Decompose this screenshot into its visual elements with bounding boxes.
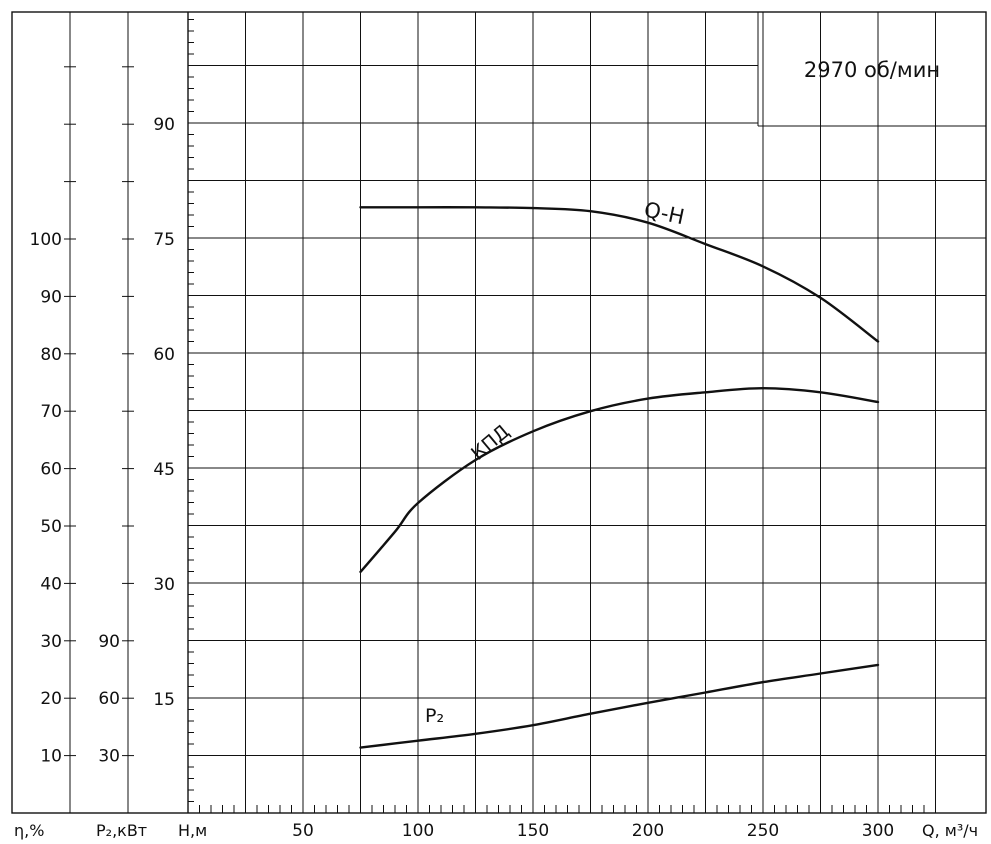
- h-tick-label: 90: [153, 115, 175, 135]
- eta-tick-label: 10: [40, 747, 62, 767]
- eta-tick-label: 70: [40, 402, 62, 422]
- h-tick-label: 45: [153, 460, 175, 480]
- eta-tick-label: 30: [40, 632, 62, 652]
- p-tick-label: 60: [98, 689, 120, 709]
- scale-ticks: [64, 66, 134, 757]
- eta-tick-label: 80: [40, 345, 62, 365]
- eta-tick-label: 20: [40, 689, 62, 709]
- x-tick-label: 300: [862, 821, 894, 841]
- p-tick-label: 30: [98, 747, 120, 767]
- x-tick-label: 50: [292, 821, 314, 841]
- minor-ticks: [188, 19, 925, 813]
- eta-tick-label: 60: [40, 460, 62, 480]
- chart-frame: [69, 12, 986, 813]
- eta-unit-label: η,%: [14, 821, 44, 840]
- eta-tick-label: 50: [40, 517, 62, 537]
- labels: 2970 об/мин η,% P₂,кВт H,м Q, м³/ч Q-H К…: [14, 58, 978, 840]
- eta-tick-label: 90: [40, 287, 62, 307]
- x-tick-label: 150: [517, 821, 549, 841]
- h-tick-label: 15: [153, 690, 175, 710]
- x-tick-label: 200: [632, 821, 664, 841]
- series-kpd-curve: [359, 386, 880, 574]
- h-tick-label: 60: [153, 345, 175, 365]
- series-label-kpd: КПД: [467, 421, 514, 465]
- p-unit-label: P₂,кВт: [96, 821, 147, 840]
- x-tick-label: 100: [402, 821, 434, 841]
- speed-label: 2970 об/мин: [804, 58, 940, 82]
- eta-tick-label: 40: [40, 574, 62, 594]
- h-tick-label: 75: [153, 230, 175, 250]
- eta-tick-label: 100: [30, 230, 62, 250]
- h-unit-label: H,м: [178, 821, 207, 840]
- h-tick-label: 30: [153, 575, 175, 595]
- x-unit-label: Q, м³/ч: [922, 821, 978, 840]
- p-tick-label: 90: [98, 632, 120, 652]
- series-p2-curve: [359, 663, 880, 749]
- x-tick-label: 250: [747, 821, 779, 841]
- series-label-p2: P₂: [425, 705, 444, 727]
- grid: [188, 12, 986, 813]
- series-layer: [359, 206, 880, 749]
- tick-labels: 50 100 150 200 250 300 15 30 45 60 75 90 10 20 30 40 50 6…: [30, 115, 895, 841]
- series-q-h-curve: [359, 206, 880, 343]
- series-label-q-h: Q-H: [642, 197, 687, 229]
